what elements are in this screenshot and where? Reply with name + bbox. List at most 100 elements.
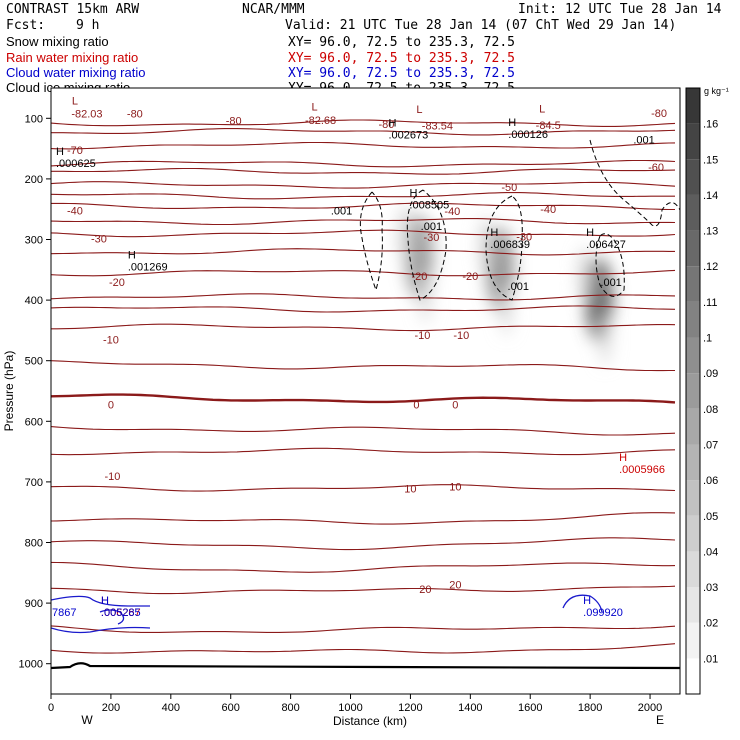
contour-label-11: -40 [67,205,83,217]
contour-label-24: 0 [413,399,419,411]
contour-label-10: -50 [501,182,517,194]
extremum-marker-5: H [508,117,516,129]
ice-label-4: .001 [633,135,654,147]
isotherm-aux-22 [51,537,676,551]
contour-label-16: -30 [516,231,532,243]
colorbar-band-1 [686,622,700,659]
isotherm-aux-17 [51,305,676,313]
extremum-value-8: .006839 [490,239,530,251]
field-cloudwater-name: Cloud water mixing ratio [6,65,145,80]
colorbar-band-16 [686,88,700,124]
colorbar-band-10 [686,301,700,338]
extremum-marker-3: L [539,103,545,115]
extremum-marker-6: H [56,146,64,158]
isotherm-aux-21 [51,512,676,525]
x-tick-label-600: 600 [222,702,240,714]
extremum-value-14: .005285 [101,607,141,619]
x-axis-label: Distance (km) [333,714,407,728]
contour-label-13: -40 [540,204,556,216]
contour-label-30: 20 [449,579,461,591]
colorbar-label-12: .13 [703,226,718,238]
field-snow-xy: XY= 96.0, 72.5 to 235.3, 72.5 [288,35,515,50]
isotherm--10 [51,323,676,332]
colorbar: .01 .02 .03 .04 .05 .06 .07 .08 .09 .1 .11 .12 .13 .1… [685,87,718,695]
colorbar-band-9 [686,337,700,374]
contour-label-5: -83.54 [422,121,453,133]
field-cloudwater-xy: XY= 96.0, 72.5 to 235.3, 72.5 [288,66,515,81]
contour-label-15: -30 [423,232,439,244]
ice-contour-1 [406,189,447,301]
west-endpoint-label: W [81,713,93,727]
colorbar-label-3: .04 [703,546,718,558]
contour-label-21: -10 [414,330,430,342]
colorbar-band-2 [686,587,700,623]
contour-label-29: 20 [419,584,431,596]
extremum-marker-0: L [72,96,78,108]
isotherm-aux-15 [51,248,675,256]
isotherm-20 [51,585,676,595]
colorbar-label-13: .14 [703,190,718,202]
isotherm-aux-14 [51,218,676,226]
east-endpoint-label: E [656,713,664,727]
contour-label-8: -70 [67,145,83,157]
contour-label-27: 10 [404,484,416,496]
colorbar-label-5: .06 [703,475,718,487]
colorbar-band-11 [686,266,700,302]
colorbar-unit: g kg⁻¹ [704,86,729,96]
contour-label-17: -20 [109,277,125,289]
colorbar-band-0 [686,658,700,694]
isotherm-aux-20 [51,447,676,456]
colorbar-band-13 [686,194,700,231]
x-tick-label-2000: 2000 [638,702,662,714]
extremum-marker-7: H [409,188,417,200]
contour-label-22: -10 [453,330,469,342]
contour-label-2: -80 [226,116,242,128]
extremum-marker-2: L [416,104,422,116]
ice-label-0: .001 [331,205,352,217]
isotherm--50 [51,181,676,189]
colorbar-band-4 [686,515,700,552]
extremum-value-9: .006427 [586,239,626,251]
ice-label-2: .001 [508,281,529,293]
colorbar-band-5 [686,480,700,516]
isotherm-aux-16 [51,293,676,301]
y-tick-label-900: 900 [25,598,43,610]
y-tick-label-1000: 1000 [19,659,43,671]
colorbar-label-7: .08 [703,404,718,416]
extremum-marker-4: H [388,117,396,129]
y-tick-label-400: 400 [25,295,43,307]
y-tick-label-800: 800 [25,538,43,550]
colorbar-label-6: .07 [703,439,718,451]
x-tick-label-1200: 1200 [398,702,422,714]
fcst-value: 9 h [76,18,99,33]
colorbar-label-10: .11 [703,297,717,309]
x-axis: 0 200 400 600 800 1000 1200 1400 1600 1800 2000 [48,694,662,714]
contour-label-9: -60 [648,162,664,174]
extremum-value-5: .000126 [508,129,548,141]
isotherm-aux-19 [51,426,676,436]
contour-label-28: 10 [449,482,461,494]
contour-label-7: -80 [651,108,667,120]
temperature-contours [51,119,676,654]
colorbar-label-0: .01 [703,653,718,665]
isotherm-aux-13 [51,192,675,200]
isotherm--30 [51,229,676,238]
isotherm-0 [51,393,676,404]
plot-frame [50,87,681,695]
ice-contour-3 [595,233,625,297]
fcst-label: Fcst: [6,18,45,33]
extremum-value-7: .008505 [409,200,449,212]
contour-labels: -82.03 -80 -80 -82.68 -80 -83.54 -84.5 -80 -70 -6… [52,96,667,620]
cloud-ice-contours [359,139,680,301]
colorbar-label-11: .12 [703,261,718,273]
extremum-value-4: .002673 [388,129,428,141]
colorbar-label-14: .15 [703,154,718,166]
ground-surface [51,662,680,670]
org-title: NCAR/MMM [242,2,305,17]
y-tick-label-500: 500 [25,356,43,368]
cloud-water-contour-2 [99,609,125,625]
ice-label-3: .001 [600,277,621,289]
colorbar-band-15 [686,123,700,160]
extremum-value-6: .000625 [56,158,96,170]
valid-time: Valid: 21 UTC Tue 28 Jan 14 (07 ChT Wed … [285,18,676,33]
